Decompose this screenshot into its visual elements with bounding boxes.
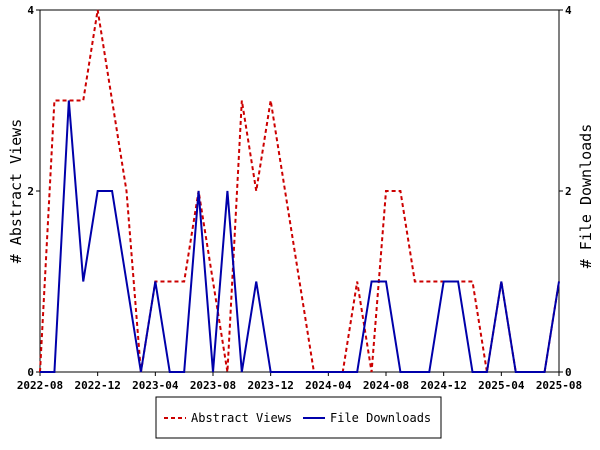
y-axis-ticks: 0 2 4 0 2 4 [27, 4, 572, 379]
x-tick-label: 2025-04 [478, 379, 525, 392]
y-tick-label-right: 2 [565, 185, 572, 198]
series-line-file-downloads [40, 100, 560, 373]
y-tick-label-right: 0 [565, 366, 572, 379]
legend-box [155, 396, 442, 439]
x-tick-label: 2024-08 [363, 379, 409, 392]
x-tick-label: 2022-12 [74, 379, 120, 392]
y-tick-label-left: 2 [27, 185, 34, 198]
y-axis-title-left: # Abstract Views [7, 119, 25, 264]
x-tick-label: 2023-12 [247, 379, 293, 392]
x-tick-label: 2025-08 [536, 379, 582, 392]
legend-label-file-downloads: File Downloads [330, 411, 431, 425]
x-tick-label: 2024-12 [420, 379, 466, 392]
plot-area [39, 9, 560, 373]
series-line-abstract-views [39, 9, 560, 373]
x-tick-label: 2024-04 [305, 379, 352, 392]
series-layer [39, 9, 560, 373]
legend-label-abstract-views: Abstract Views [191, 411, 292, 425]
y-axis-title-right: # File Downloads [577, 124, 595, 269]
x-tick-label: 2022-08 [17, 379, 63, 392]
legend: Abstract Views File Downloads [155, 396, 442, 439]
x-axis-ticks: 2022-08 2022-12 2023-04 2023-08 2023-12 2024-… [17, 372, 582, 392]
y-tick-label-left: 4 [27, 4, 34, 17]
y-tick-label-right: 4 [565, 4, 572, 17]
x-tick-label: 2023-04 [132, 379, 179, 392]
x-tick-label: 2023-08 [190, 379, 236, 392]
y-tick-label-left: 0 [27, 366, 34, 379]
